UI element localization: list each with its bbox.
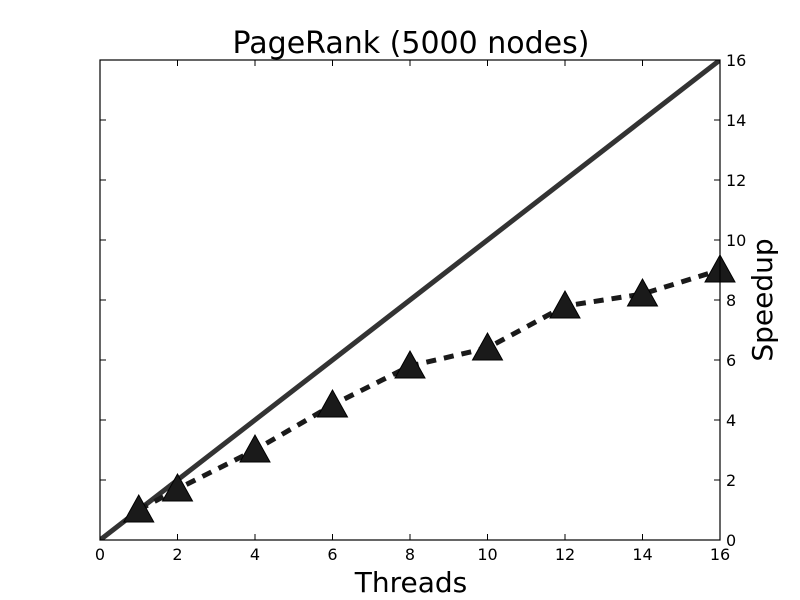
x-tick-label: 4 bbox=[250, 545, 260, 564]
x-tick-label: 0 bbox=[95, 545, 105, 564]
x-tick-label: 16 bbox=[710, 545, 730, 564]
chart-title: PageRank (5000 nodes) bbox=[233, 26, 590, 61]
data-point-triangle bbox=[394, 349, 426, 379]
x-axis-label: Threads bbox=[354, 566, 468, 599]
data-point-triangle bbox=[239, 433, 271, 463]
data-point-triangle bbox=[161, 472, 194, 502]
y-tick-label: 6 bbox=[726, 351, 736, 370]
y-tick-label: 12 bbox=[726, 171, 746, 190]
x-tick-label: 6 bbox=[327, 545, 337, 564]
y-tick-label: 0 bbox=[726, 531, 736, 550]
x-tick-label: 10 bbox=[477, 545, 497, 564]
y-axis-label: Speedup bbox=[746, 238, 779, 361]
data-point-triangle bbox=[316, 388, 349, 418]
y-tick-label: 8 bbox=[726, 291, 736, 310]
data-point-triangle bbox=[471, 331, 504, 361]
y-tick-label: 14 bbox=[726, 111, 746, 130]
plot-frame bbox=[99, 59, 721, 541]
data-point-triangle bbox=[122, 493, 155, 523]
x-tick-label: 8 bbox=[405, 545, 415, 564]
x-tick-label: 2 bbox=[172, 545, 182, 564]
data-point-triangle bbox=[626, 277, 659, 307]
x-tick-label: 12 bbox=[555, 545, 575, 564]
ideal-speedup-line bbox=[100, 60, 720, 540]
y-tick-label: 16 bbox=[726, 51, 746, 70]
data-point-triangle bbox=[549, 289, 581, 319]
x-tick-label: 14 bbox=[632, 545, 652, 564]
y-tick-label: 2 bbox=[726, 471, 736, 490]
y-tick-label: 10 bbox=[726, 231, 746, 250]
y-tick-label: 4 bbox=[726, 411, 736, 430]
